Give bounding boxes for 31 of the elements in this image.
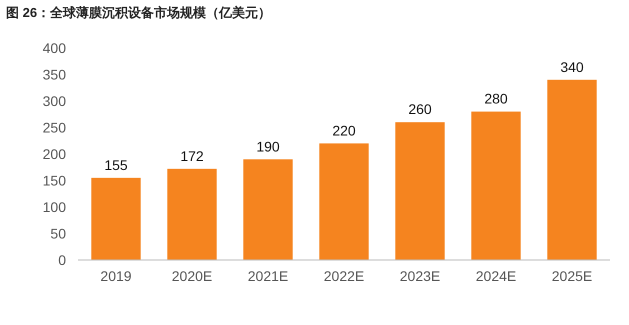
data-label: 172 — [180, 148, 204, 164]
y-tick-label: 250 — [42, 120, 66, 136]
y-tick-label: 300 — [42, 93, 66, 109]
data-label: 220 — [332, 122, 356, 138]
y-tick-label: 400 — [42, 40, 66, 56]
bar — [547, 80, 597, 260]
y-tick-label: 200 — [42, 146, 66, 162]
y-tick-label: 100 — [42, 199, 66, 215]
data-label: 280 — [484, 90, 508, 107]
bar — [91, 178, 141, 260]
y-tick-label: 50 — [50, 226, 66, 242]
y-tick-label: 0 — [58, 252, 66, 268]
x-tick-label: 2020E — [172, 268, 212, 284]
data-label: 190 — [256, 138, 280, 154]
x-tick-label: 2021E — [248, 268, 288, 284]
bar — [395, 122, 445, 260]
x-tick-label: 2024E — [476, 268, 516, 284]
bar — [319, 143, 369, 260]
data-label: 340 — [560, 58, 584, 75]
bar — [243, 159, 293, 260]
chart-title: 图 26：全球薄膜沉积设备市场规模（亿美元） — [6, 5, 272, 20]
data-label: 155 — [104, 156, 128, 173]
x-tick-label: 2025E — [552, 268, 592, 284]
bar — [471, 112, 521, 260]
data-label: 260 — [408, 101, 432, 118]
x-tick-label: 2023E — [400, 268, 440, 284]
x-tick-label: 2019 — [100, 268, 132, 284]
y-tick-label: 150 — [42, 172, 66, 188]
x-tick-label: 2022E — [324, 268, 364, 284]
y-tick-label: 350 — [42, 66, 66, 82]
bar — [167, 168, 217, 260]
